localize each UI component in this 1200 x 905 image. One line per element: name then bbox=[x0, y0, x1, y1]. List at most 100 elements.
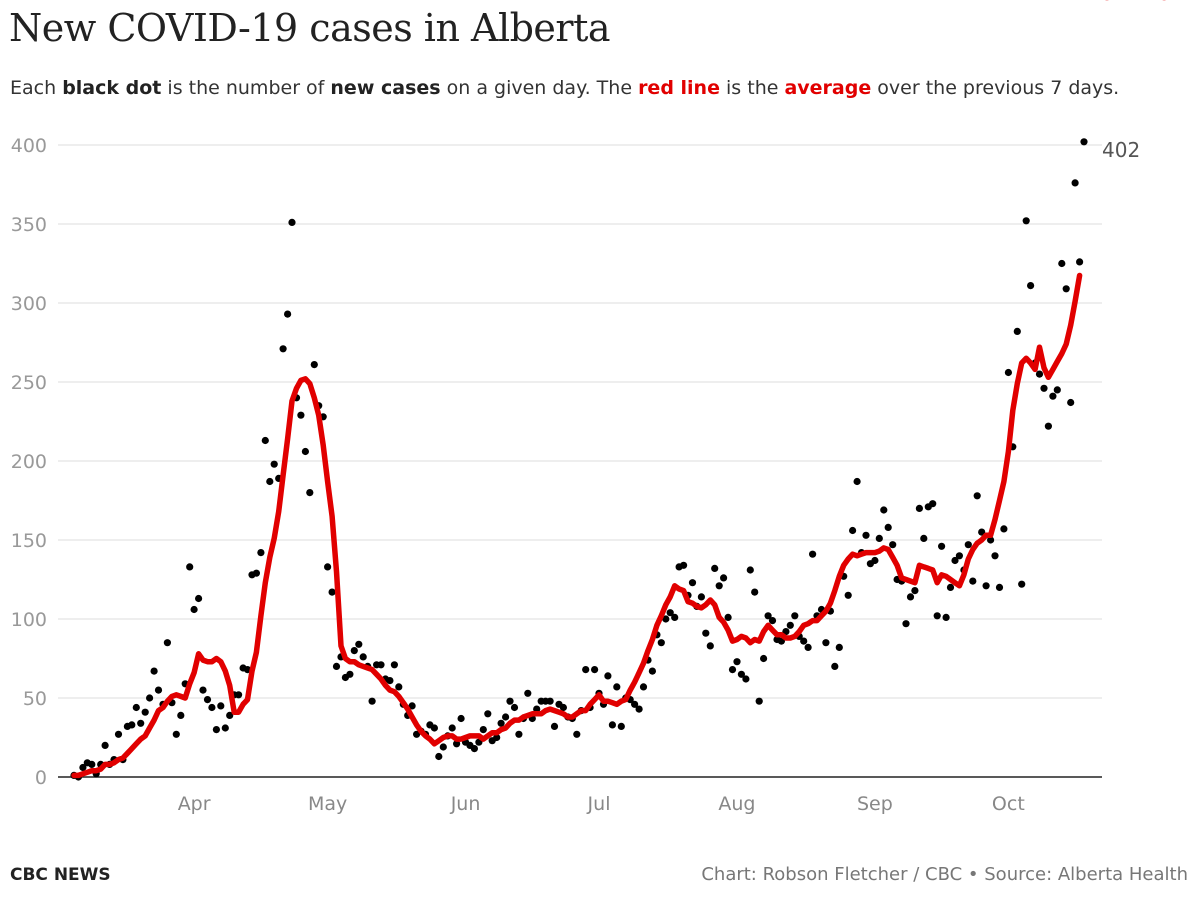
daily-case-dot bbox=[1080, 138, 1088, 146]
daily-case-dot bbox=[1000, 525, 1008, 533]
daily-case-dot bbox=[978, 528, 986, 536]
x-tick-label: Jun bbox=[450, 793, 481, 815]
latest-average-label: 317.43 bbox=[1102, 0, 1172, 5]
daily-case-dot bbox=[760, 654, 768, 663]
x-tick-label: Oct bbox=[992, 793, 1025, 815]
subtitle-average: average bbox=[784, 77, 872, 99]
subtitle-text-1: Each bbox=[10, 77, 63, 99]
daily-case-dot bbox=[359, 653, 367, 661]
daily-case-dot bbox=[217, 702, 225, 710]
daily-case-dot bbox=[257, 549, 265, 557]
daily-case-dot bbox=[1076, 258, 1084, 266]
daily-case-dot bbox=[150, 667, 158, 675]
end-labels: 402 317.43 bbox=[1102, 0, 1172, 162]
daily-case-dot bbox=[439, 743, 447, 751]
daily-case-dot bbox=[573, 730, 581, 738]
daily-case-dot bbox=[853, 477, 861, 486]
daily-case-dot bbox=[920, 534, 928, 543]
seven-day-average-line bbox=[71, 272, 1083, 779]
daily-case-dot bbox=[310, 361, 318, 369]
daily-case-dot bbox=[324, 563, 332, 571]
y-tick-label: 400 bbox=[11, 135, 47, 157]
daily-cases-dots bbox=[70, 138, 1088, 781]
daily-case-dot bbox=[506, 697, 514, 705]
daily-case-dot bbox=[1027, 282, 1035, 290]
daily-case-dot bbox=[1013, 327, 1021, 335]
daily-case-dot bbox=[559, 703, 568, 712]
daily-case-dot bbox=[261, 436, 269, 445]
daily-case-dot bbox=[800, 637, 808, 645]
chart-title: New COVID-19 cases in Alberta bbox=[9, 6, 611, 50]
daily-case-dot bbox=[995, 583, 1004, 592]
daily-case-dot bbox=[1071, 179, 1079, 187]
daily-case-dot bbox=[639, 683, 648, 691]
daily-case-dot bbox=[226, 711, 234, 720]
daily-case-dot bbox=[862, 531, 870, 539]
daily-case-dot bbox=[386, 677, 394, 685]
daily-case-dot bbox=[964, 541, 972, 549]
daily-case-dot bbox=[657, 639, 665, 647]
daily-case-dot bbox=[706, 642, 714, 650]
daily-case-dot bbox=[435, 752, 443, 761]
daily-case-dot bbox=[973, 492, 981, 500]
daily-case-dot bbox=[728, 666, 737, 674]
daily-case-dot bbox=[804, 643, 812, 652]
y-tick-label: 200 bbox=[11, 451, 47, 473]
daily-case-dot bbox=[889, 541, 897, 549]
daily-case-dot bbox=[88, 760, 96, 769]
y-axis-ticks: 0 50 100 150 200 250 300 350 400 bbox=[11, 135, 47, 789]
daily-case-dot bbox=[493, 733, 501, 742]
latest-daily-label: 402 bbox=[1102, 138, 1140, 162]
daily-case-dot bbox=[408, 702, 416, 710]
daily-case-dot bbox=[1035, 370, 1044, 378]
daily-case-dot bbox=[377, 661, 385, 669]
daily-case-dot bbox=[969, 577, 977, 585]
daily-case-dot bbox=[604, 672, 612, 680]
seven-day-average-line-group bbox=[71, 272, 1083, 779]
y-tick-label: 300 bbox=[11, 293, 47, 315]
daily-case-dot bbox=[146, 694, 154, 702]
daily-case-dot bbox=[613, 683, 621, 691]
subtitle-new-cases: new cases bbox=[330, 77, 441, 99]
daily-case-dot bbox=[768, 617, 777, 625]
daily-case-dot bbox=[550, 722, 559, 731]
y-tick-label: 150 bbox=[11, 530, 47, 552]
daily-case-dot bbox=[368, 697, 376, 705]
daily-case-dot bbox=[390, 661, 398, 669]
daily-case-dot bbox=[1067, 398, 1075, 407]
daily-case-dot bbox=[688, 579, 697, 587]
daily-case-dot bbox=[720, 574, 728, 582]
daily-case-dot bbox=[1040, 384, 1048, 392]
daily-case-dot bbox=[1053, 386, 1061, 394]
daily-case-dot bbox=[711, 564, 719, 573]
daily-case-dot bbox=[680, 561, 688, 569]
subtitle-text-5: over the previous 7 days. bbox=[871, 77, 1120, 99]
chart-svg: 0 50 100 150 200 250 300 350 400 Apr May Jun Jul Aug… bbox=[11, 0, 1172, 815]
daily-case-dot bbox=[497, 719, 505, 727]
daily-case-dot bbox=[350, 647, 358, 655]
daily-case-dot bbox=[875, 534, 883, 543]
daily-case-dot bbox=[702, 629, 710, 637]
daily-case-dot bbox=[479, 726, 487, 734]
daily-case-dot bbox=[195, 594, 203, 603]
daily-case-dot bbox=[1018, 580, 1026, 588]
x-tick-label: Aug bbox=[718, 793, 755, 815]
daily-case-dot bbox=[546, 697, 554, 705]
y-tick-label: 0 bbox=[35, 767, 47, 789]
daily-case-dot bbox=[284, 310, 292, 318]
x-tick-label: Jul bbox=[587, 793, 611, 815]
daily-case-dot bbox=[617, 722, 625, 731]
daily-case-dot bbox=[448, 724, 456, 732]
daily-case-dot bbox=[186, 563, 194, 571]
daily-case-dot bbox=[751, 588, 759, 596]
daily-case-dot bbox=[1004, 368, 1013, 377]
daily-case-dot bbox=[270, 460, 278, 468]
daily-case-dot bbox=[844, 591, 852, 599]
daily-case-dot bbox=[297, 411, 305, 419]
x-tick-label: Apr bbox=[178, 793, 211, 815]
footer-brand: CBC NEWS bbox=[10, 865, 111, 885]
daily-case-dot bbox=[137, 719, 145, 727]
subtitle-black-dot: black dot bbox=[62, 77, 162, 99]
x-tick-label: Sep bbox=[857, 793, 893, 815]
daily-case-dot bbox=[101, 741, 109, 750]
